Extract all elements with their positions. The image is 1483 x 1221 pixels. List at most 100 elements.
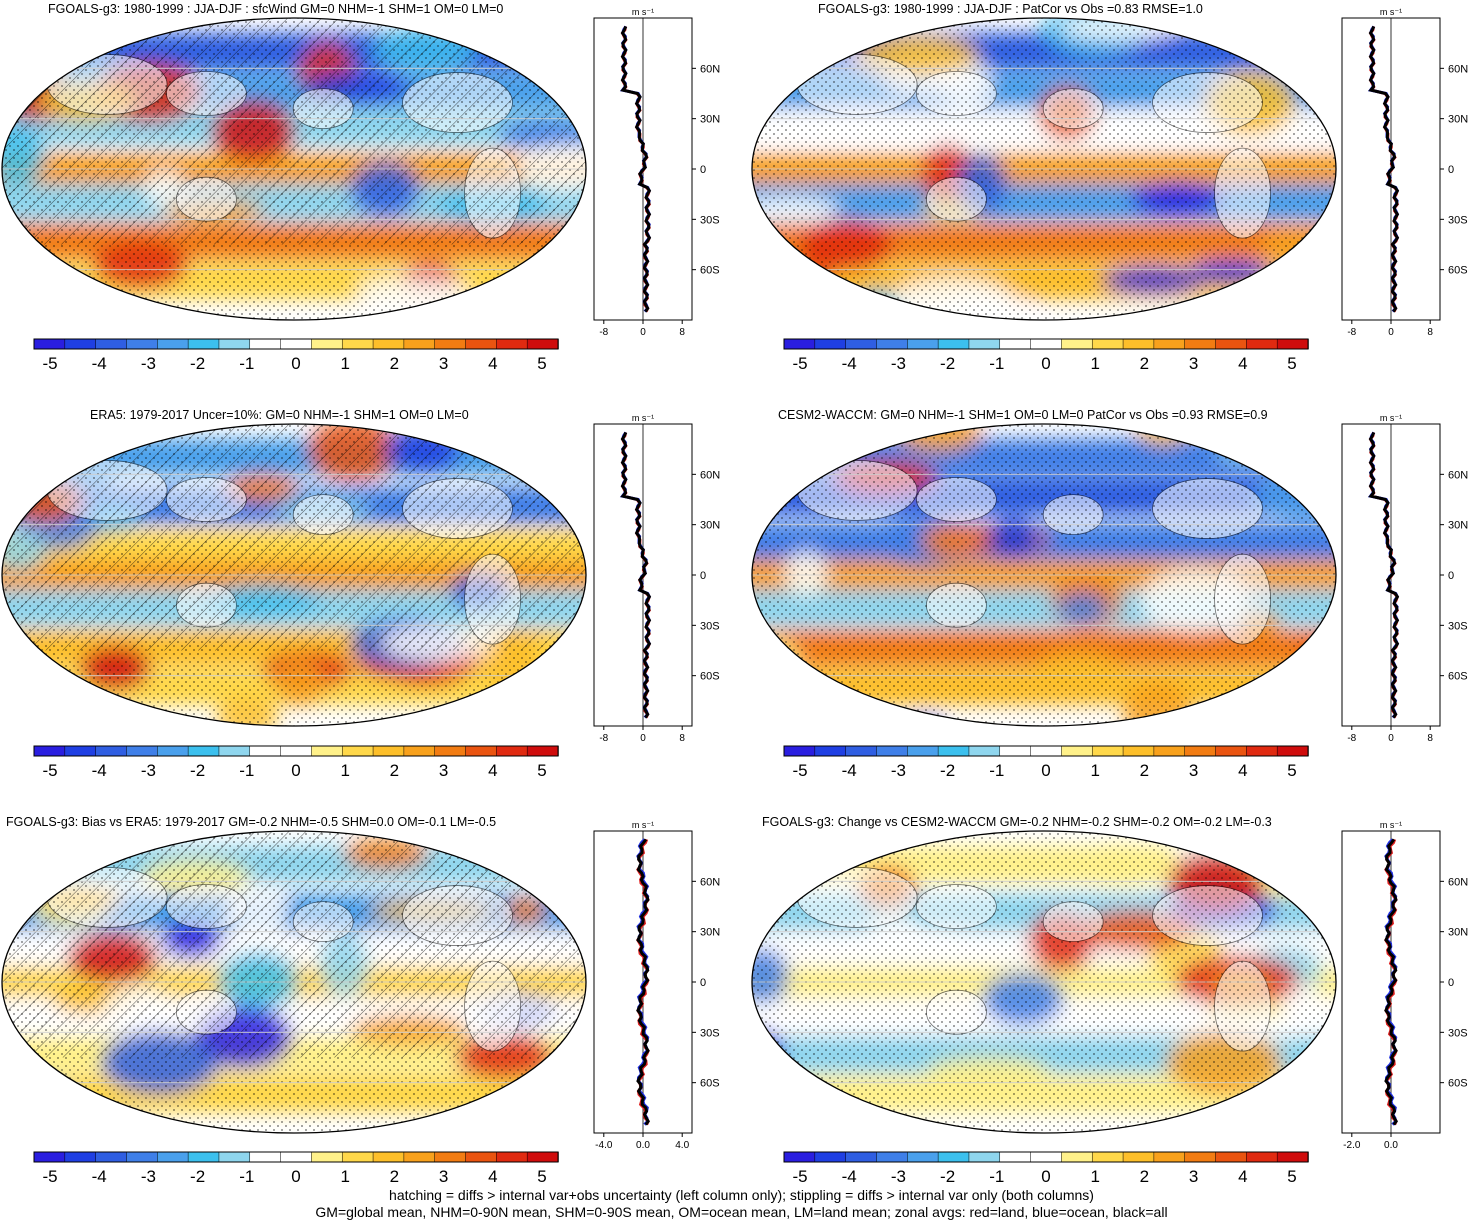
map-blob [61, 1113, 142, 1133]
units-label: m s⁻¹ [632, 820, 654, 830]
colorbar-tick-label: 4 [1238, 354, 1247, 373]
map-border [1, 830, 587, 1134]
map-blob [526, 290, 577, 320]
colorbar-swatch [1061, 338, 1093, 350]
colorbar-swatch [1184, 338, 1217, 350]
colorbar-tick-label: 1 [1090, 1167, 1099, 1186]
colorbar-swatch [1184, 745, 1217, 757]
colorbar-swatch [1153, 745, 1186, 757]
panel-title-5: FGOALS-g3: Bias vs ERA5: 1979-2017 GM=-0… [6, 815, 497, 829]
x-tick-label: 8 [679, 733, 685, 744]
lat-tick-label: 60N [700, 469, 720, 481]
colorbar-swatch [783, 745, 816, 757]
lat-tick-label: 0 [700, 570, 706, 582]
colorbar-tick-label: -4 [842, 354, 857, 373]
colorbar-5: -5 -4 -3 -2 -1 0 1 2 3 4 5 [33, 1151, 559, 1186]
units-label: m s⁻¹ [1380, 7, 1402, 17]
colorbar-tick-label: -1 [239, 354, 254, 373]
lat-tick-label: 60S [700, 265, 720, 277]
colorbar-swatch [1215, 338, 1248, 350]
zonal-line-all [1384, 838, 1398, 1126]
colorbar-swatch [218, 1151, 251, 1163]
lat-tick-label: 30S [700, 214, 720, 226]
colorbar-tick-label: -3 [141, 354, 156, 373]
colorbar-tick-label: -3 [891, 1167, 906, 1186]
x-tick-label: 4.0 [675, 1140, 689, 1151]
colorbar-tick-label: 4 [488, 1167, 497, 1186]
lat-tick-label: 60N [700, 63, 720, 75]
x-tick-label: -8 [599, 327, 608, 338]
map-blob [528, 285, 583, 320]
x-tick-label: 8 [679, 327, 685, 338]
zonal-panel-4: m s⁻¹ -8 0 8 60N 30N 0 30S 60S [1341, 413, 1468, 744]
lat-tick-label: 60N [1448, 876, 1468, 888]
colorbar-swatch [1091, 1151, 1124, 1163]
map-blob [752, 57, 790, 82]
footer-line-1: hatching = diffs > internal var+obs unce… [389, 1187, 1094, 1203]
colorbar-swatch [845, 338, 878, 350]
colorbar-tick-label: 3 [439, 354, 448, 373]
colorbar-tick-label: 4 [1238, 761, 1247, 780]
colorbar-swatch [1061, 1151, 1093, 1163]
zonal-panel-6: m s⁻¹ -2.0 0.0 60N 30N 0 30S 60S [1341, 820, 1468, 1151]
colorbar-swatch [814, 745, 847, 757]
colorbar-swatch [341, 1151, 374, 1163]
colorbar-tick-label: -2 [190, 1167, 205, 1186]
colorbar-tick-label: -4 [92, 1167, 107, 1186]
colorbar-tick-label: 2 [1140, 354, 1149, 373]
colorbar-tick-label: 5 [537, 354, 546, 373]
colorbar-tick-label: -2 [940, 1167, 955, 1186]
colorbar-tick-label: 4 [488, 354, 497, 373]
lat-tick-label: 30N [1448, 114, 1468, 126]
colorbar-swatch [341, 745, 374, 757]
colorbar-tick-label: 1 [340, 761, 349, 780]
colorbar-swatch [937, 338, 970, 350]
colorbar-1: -5 -4 -3 -2 -1 0 1 2 3 4 5 [33, 338, 559, 373]
colorbar-swatch [1184, 1151, 1217, 1163]
lat-tick-label: 30S [1448, 1027, 1468, 1039]
x-tick-label: -8 [1347, 327, 1356, 338]
map-blob [1272, 424, 1336, 442]
units-label: m s⁻¹ [1380, 820, 1402, 830]
zonal-panel-1: m s⁻¹ -8 0 8 60N 30N 0 30S 60S [593, 7, 720, 338]
colorbar-tick-label: -4 [842, 1167, 857, 1186]
colorbar-6: -5 -4 -3 -2 -1 0 1 2 3 4 5 [783, 1151, 1309, 1186]
colorbar-tick-label: -4 [92, 761, 107, 780]
zonal-panel-2: m s⁻¹ -8 0 8 60N 30N 0 30S 60S [1341, 7, 1468, 338]
colorbar-swatch [95, 745, 128, 757]
colorbar-swatch [126, 338, 159, 350]
colorbar-swatch [968, 1151, 1001, 1163]
colorbar-tick-label: 1 [1090, 761, 1099, 780]
map-panel-5 [1, 830, 587, 1134]
colorbar-tick-label: 0 [291, 761, 300, 780]
colorbar-frame [33, 1151, 559, 1163]
colorbar-swatch [814, 1151, 847, 1163]
map-border [1, 17, 587, 321]
map-panel-4 [751, 423, 1337, 727]
map-blob [52, 708, 133, 726]
zonal-panel-3: m s⁻¹ -8 0 8 60N 30N 0 30S 60S [593, 413, 720, 744]
colorbar-swatch [526, 745, 559, 757]
colorbar-tick-label: -3 [891, 354, 906, 373]
colorbar-swatch [372, 338, 405, 350]
colorbar-swatch [64, 338, 97, 350]
colorbar-swatch [465, 1151, 498, 1163]
colorbar-swatch [1276, 1151, 1309, 1163]
lat-tick-label: 60S [1448, 265, 1468, 277]
lat-tick-label: 30N [1448, 520, 1468, 532]
map-panel-1 [1, 17, 587, 321]
panel-title-3: ERA5: 1979-2017 Uncer=10%: GM=0 NHM=-1 S… [90, 408, 469, 422]
units-label: m s⁻¹ [1380, 413, 1402, 423]
colorbar-swatch [95, 1151, 128, 1163]
map-border [751, 17, 1337, 321]
map-blob [2, 276, 92, 320]
colorbar-swatch [187, 1151, 220, 1163]
colorbar-swatch [496, 1151, 528, 1163]
colorbar-tick-label: 5 [1287, 1167, 1296, 1186]
panel-title-2: FGOALS-g3: 1980-1999 : JJA-DJF : PatCor … [818, 2, 1203, 16]
x-tick-label: 0 [1388, 327, 1394, 338]
colorbar-swatch [783, 1151, 816, 1163]
colorbar-frame [783, 338, 1309, 350]
lat-tick-label: 0 [1448, 164, 1454, 176]
